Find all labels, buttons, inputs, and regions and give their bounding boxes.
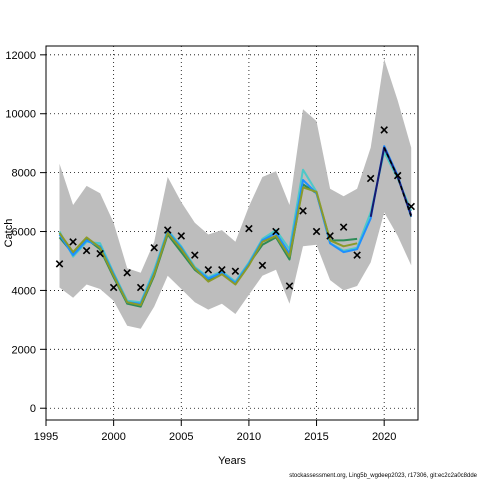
confidence-band: [59, 59, 412, 329]
observed-point-stroke: [231, 267, 240, 276]
observed-point-stroke: [407, 202, 416, 211]
observed-point: [204, 266, 213, 274]
observed-point-stroke: [109, 283, 118, 292]
x-tick-label: 2020: [372, 431, 396, 443]
observed-point-stroke: [69, 238, 77, 246]
observed-point: [218, 266, 226, 274]
observed-points: [55, 126, 416, 292]
observed-point: [96, 249, 104, 258]
observed-point-stroke: [312, 227, 321, 236]
observed-point-stroke: [96, 249, 104, 258]
observed-point: [177, 232, 186, 240]
y-tick-label: 2000: [12, 344, 36, 356]
observed-point-stroke: [339, 223, 348, 231]
observed-point: [380, 126, 388, 134]
observed-point: [393, 171, 402, 180]
projection-line: [383, 147, 412, 218]
y-tick-label: 12000: [5, 50, 36, 62]
observed-point: [353, 251, 361, 259]
observed-point: [326, 232, 334, 240]
observed-point-stroke: [150, 243, 158, 252]
observed-point-stroke: [299, 207, 307, 215]
observed-point-stroke: [82, 246, 91, 255]
x-tick-label: 2010: [237, 431, 261, 443]
observed-point: [285, 282, 294, 290]
observed-point-stroke: [380, 126, 388, 134]
series-lines: [58, 145, 413, 308]
observed-point: [191, 251, 199, 259]
y-tick-label: 0: [30, 403, 36, 415]
observed-point-stroke: [218, 266, 226, 274]
observed-point-stroke: [245, 224, 253, 233]
observed-point-stroke: [285, 282, 294, 290]
observed-point: [123, 268, 131, 277]
observed-point-stroke: [163, 226, 172, 234]
observed-point: [82, 246, 91, 255]
observed-point: [136, 283, 145, 292]
confidence-band-area: [59, 59, 412, 329]
y-tick-label: 8000: [12, 168, 36, 180]
observed-point: [299, 207, 307, 215]
observed-point: [55, 260, 64, 268]
y-tick-label: 4000: [12, 285, 36, 297]
x-tick-label: 2000: [101, 431, 125, 443]
x-axis-title: Years: [218, 455, 246, 467]
y-tick-label: 6000: [12, 227, 36, 239]
observed-point-stroke: [393, 171, 402, 180]
observed-point: [163, 226, 172, 234]
observed-point: [366, 174, 375, 183]
observed-point: [407, 202, 416, 211]
observed-point-stroke: [258, 261, 267, 270]
observed-point: [69, 238, 77, 246]
observed-point-stroke: [366, 174, 375, 183]
observed-point: [231, 267, 240, 276]
observed-point-stroke: [353, 251, 361, 259]
x-tick-label: 2005: [169, 431, 193, 443]
observed-point-stroke: [326, 232, 334, 240]
observed-point: [258, 261, 267, 270]
x-tick-label: 2015: [304, 431, 328, 443]
footer-credit: stockassessment.org, Ling5b_wgdeep2023, …: [289, 473, 477, 479]
observed-point: [245, 224, 253, 233]
y-axis-ticks: 0 2000 4000 6000 8000 10000 12000: [5, 50, 46, 415]
observed-point: [272, 227, 280, 236]
observed-point-stroke: [204, 266, 213, 274]
observed-point-stroke: [55, 260, 64, 268]
plot-frame: [45, 45, 419, 421]
y-axis-title: Catch: [3, 219, 15, 248]
y-tick-label: 10000: [5, 109, 36, 121]
observed-point-stroke: [272, 227, 280, 236]
series-line-3: [58, 186, 358, 307]
observed-point-stroke: [136, 283, 145, 292]
x-tick-label: 1995: [34, 431, 58, 443]
observed-point-stroke: [123, 268, 131, 277]
observed-point-stroke: [191, 251, 199, 259]
observed-point: [150, 243, 158, 252]
observed-point: [312, 227, 321, 236]
observed-point: [109, 283, 118, 292]
x-axis-ticks: 1995 2000 2005 2010 2015 2020: [34, 420, 396, 443]
observed-point-stroke: [177, 232, 186, 240]
observed-point: [339, 223, 348, 231]
